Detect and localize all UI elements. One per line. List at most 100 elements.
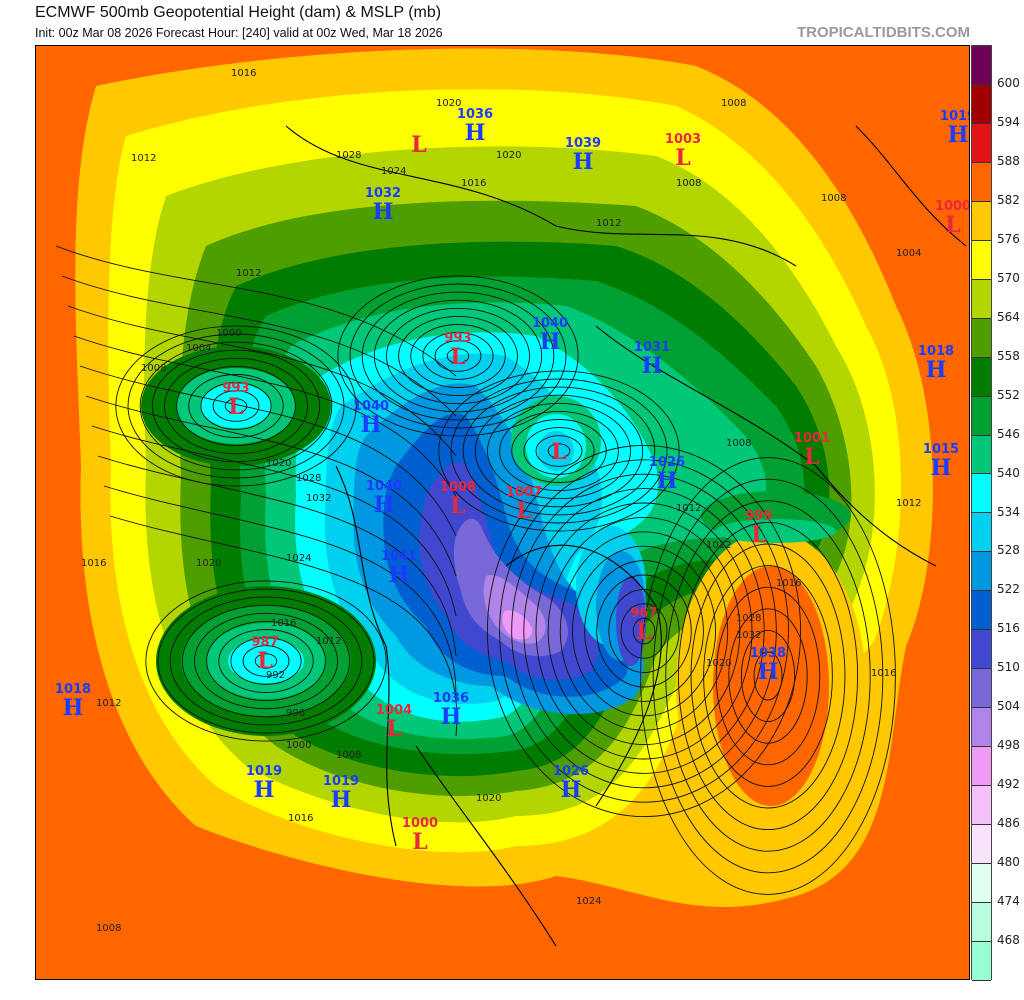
high-marker: H [63,695,84,721]
colorbar-label: 480 [997,855,1020,870]
isobar [462,386,656,516]
isobar [596,574,692,688]
isobar [398,315,518,397]
low-marker: L [386,716,401,742]
isobar [438,370,680,532]
colorbar-label: 528 [997,543,1020,558]
isobar [61,275,457,417]
isobar [230,637,302,685]
low-marker: L [516,498,531,524]
brand-watermark: TROPICALTIDBITS.COM [796,24,970,41]
colorbar-swatch [972,864,991,903]
colorbar-swatch [972,902,991,942]
isobar [584,560,704,702]
map-canvas: 1016101210201028102410201016101210081008… [36,46,969,979]
isobar [535,502,753,760]
colorbar-swatch [972,318,991,358]
low-marker: L [257,648,272,674]
map-subtitle: Init: 00z Mar 08 2026 Forecast Hour: [24… [35,26,443,40]
isobar [559,531,729,731]
high-marker: H [331,787,352,813]
isobar-label: 1024 [286,553,311,564]
isobar [740,629,796,723]
isobar-label: 1012 [236,268,261,279]
colorbar-swatch [972,435,991,475]
isobar-label: 1012 [896,498,921,509]
coastlines [285,125,967,947]
isobar [145,580,387,742]
low-pressure-center: L [411,132,426,158]
colorbar-swatch [972,84,991,124]
colorbar-swatch [972,591,991,631]
isobar [620,603,668,659]
isobar-label: 1004 [896,248,921,259]
isobar-label: 1016 [81,558,106,569]
isobar [434,340,482,372]
isobar [91,425,457,617]
isobar [85,395,457,577]
colorbar-swatch [972,825,991,865]
isobar [547,443,571,459]
high-marker: H [465,120,486,146]
isobar [157,588,375,734]
isobar-label: 1004 [186,343,211,354]
isobar [224,398,248,414]
pressure-value: 999 [745,509,772,524]
isobar [511,473,777,789]
isobar [361,291,555,421]
high-marker: H [373,199,394,225]
pressure-value: 1000 [402,816,438,831]
low-marker: L [228,394,243,420]
high-marker: H [573,149,594,175]
isobar [103,485,457,697]
isobar-label: 1016 [871,668,896,679]
high-marker: H [254,777,275,803]
isobar-label: 1016 [461,178,486,189]
pressure-value: 967 [630,606,657,621]
isobar-label: 1000 [216,328,241,339]
isobar-label: 1028 [336,150,361,161]
pressure-value: 1007 [506,485,542,500]
isobar [193,612,339,710]
colorbar-label: 522 [997,582,1020,597]
isobar [139,341,333,471]
isobar-label: 1008 [676,178,701,189]
isobar [703,565,833,787]
isobar [572,545,717,717]
fill-feature [201,384,271,428]
isobar [677,521,859,831]
colorbar-swatch [972,279,991,319]
colorbar-swatch [972,786,991,826]
colorbar-swatch [972,513,991,553]
pressure-value: 1018 [918,344,954,359]
colorbar-swatch [972,552,991,592]
isobar [446,348,470,364]
low-pressure-center: L [551,439,566,465]
isobar-label: 1008 [721,98,746,109]
isobar [422,332,494,380]
colorbar-label: 516 [997,621,1020,636]
colorbar-label: 546 [997,426,1020,441]
isobar [753,651,783,701]
pressure-value: 1039 [565,136,601,151]
isobar [652,478,884,874]
pressure-value: 1019 [323,774,359,789]
isobar [487,402,632,500]
low-marker: L [804,444,819,470]
pressure-value: 993 [444,331,471,346]
colorbar-label: 492 [997,777,1020,792]
isobar [206,620,326,702]
colorbar-swatch [972,708,991,748]
